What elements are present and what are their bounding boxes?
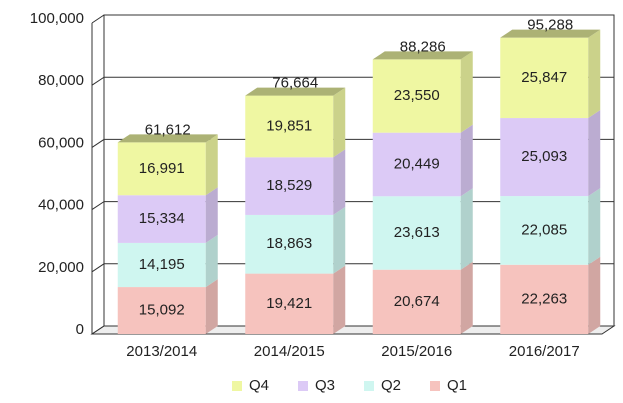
bar-segment (117, 242, 206, 288)
legend-label: Q4 (249, 377, 269, 394)
y-tick-label: 0 (76, 321, 84, 338)
bar-segment (245, 95, 334, 158)
bar-top (372, 51, 473, 60)
bar-side (205, 279, 218, 334)
value-label: 18,529 (266, 177, 312, 194)
bar-side (205, 134, 218, 196)
bar-top (500, 29, 601, 38)
bar-side (588, 110, 601, 197)
value-label: 20,449 (394, 155, 440, 172)
grid-line (91, 14, 614, 24)
bar-top (245, 87, 346, 96)
value-label: 19,421 (266, 295, 312, 312)
total-label: 61,612 (145, 121, 191, 138)
value-label: 25,847 (521, 69, 567, 86)
legend-label: Q3 (315, 377, 335, 394)
bar-side (460, 188, 473, 270)
value-label: 22,263 (521, 290, 567, 307)
bar-side (333, 265, 346, 334)
legend-swatch (430, 381, 440, 391)
bar-segment (500, 118, 589, 197)
total-label: 88,286 (400, 38, 446, 55)
bar-segment (500, 264, 589, 334)
total-label: 95,288 (527, 17, 573, 34)
bar-segment (117, 287, 206, 334)
legend-swatch (298, 381, 308, 391)
bar-segment (245, 273, 334, 334)
value-label: 22,085 (521, 221, 567, 238)
value-label: 15,334 (139, 210, 185, 227)
bar-segment (117, 195, 206, 243)
y-tick-label: 20,000 (38, 259, 84, 276)
legend-label: Q2 (381, 377, 401, 394)
legend-swatch (364, 381, 374, 391)
bar-side (588, 256, 601, 334)
bar-side (588, 188, 601, 265)
value-label: 14,195 (139, 256, 185, 273)
bar-side (460, 124, 473, 197)
total-label: 76,664 (272, 75, 318, 92)
value-label: 20,674 (394, 293, 440, 310)
value-label: 23,613 (394, 224, 440, 241)
x-tick-label: 2016/2017 (509, 343, 580, 360)
value-label: 18,863 (266, 235, 312, 252)
bar-top (117, 134, 218, 143)
value-label: 15,092 (139, 302, 185, 319)
bar-segment (372, 59, 461, 133)
bar-segment (245, 214, 334, 274)
x-tick-label: 2015/2016 (381, 343, 452, 360)
bar-side (333, 87, 346, 158)
bar-side (460, 51, 473, 133)
bar-segment (500, 37, 589, 119)
y-tick-label: 40,000 (38, 197, 84, 214)
bar-segment (117, 142, 206, 196)
bar-segment (245, 157, 334, 215)
x-tick-label: 2014/2015 (254, 343, 325, 360)
bar-side (205, 187, 218, 243)
legend-label: Q1 (447, 377, 467, 394)
bar-side (205, 234, 218, 288)
bar-side (460, 261, 473, 334)
x-tick-label: 2013/2014 (126, 343, 197, 360)
bar-segment (372, 269, 461, 334)
bar-segment (372, 132, 461, 197)
value-label: 16,991 (139, 160, 185, 177)
value-label: 25,093 (521, 148, 567, 165)
value-label: 23,550 (394, 87, 440, 104)
y-tick-label: 80,000 (38, 72, 84, 89)
y-tick-label: 60,000 (38, 134, 84, 151)
bar-segment (372, 196, 461, 270)
value-label: 19,851 (266, 117, 312, 134)
bar-segment (500, 196, 589, 265)
bar-side (333, 149, 346, 215)
bar-side (333, 206, 346, 274)
bar-side (588, 29, 601, 119)
legend-swatch (232, 381, 242, 391)
y-tick-label: 100,000 (30, 10, 84, 27)
